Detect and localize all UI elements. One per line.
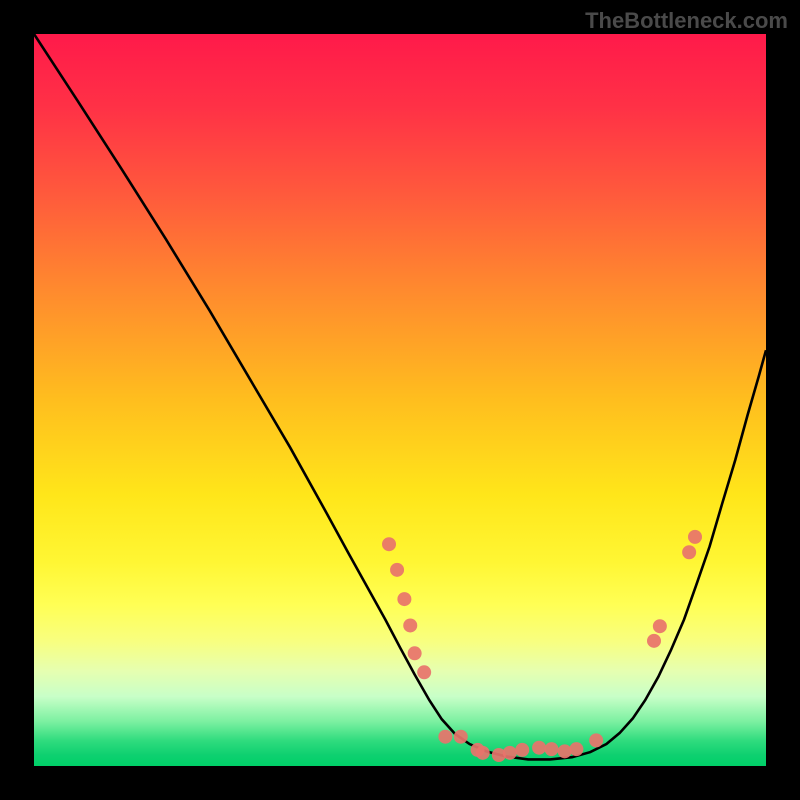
chart-svg	[34, 34, 766, 766]
stage: TheBottleneck.com	[0, 0, 800, 800]
marker-point	[682, 545, 696, 559]
marker-point	[545, 742, 559, 756]
marker-point	[503, 746, 517, 760]
marker-point	[403, 618, 417, 632]
marker-point	[515, 743, 529, 757]
marker-point	[408, 646, 422, 660]
marker-point	[382, 537, 396, 551]
gradient-background	[34, 34, 766, 766]
marker-point	[417, 665, 431, 679]
marker-point	[476, 746, 490, 760]
marker-point	[653, 619, 667, 633]
marker-point	[569, 742, 583, 756]
marker-point	[589, 733, 603, 747]
marker-point	[438, 730, 452, 744]
marker-point	[532, 741, 546, 755]
marker-point	[688, 530, 702, 544]
plot-area	[34, 34, 766, 766]
marker-point	[647, 634, 661, 648]
marker-point	[558, 744, 572, 758]
marker-point	[397, 592, 411, 606]
marker-point	[454, 730, 468, 744]
marker-point	[390, 563, 404, 577]
watermark-text: TheBottleneck.com	[585, 8, 788, 34]
